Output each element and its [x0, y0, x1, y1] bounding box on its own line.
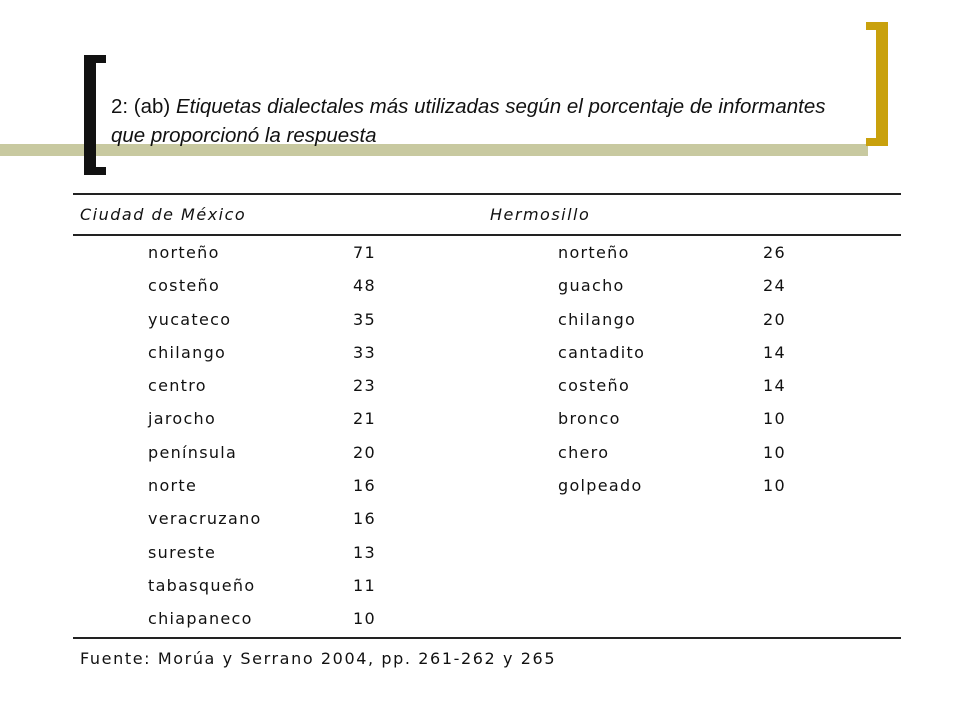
- hermosillo-value-cell-3: 14: [763, 342, 786, 362]
- hermosillo-value-cell-1: 24: [763, 276, 786, 296]
- left-bracket-decoration: [84, 55, 106, 175]
- mexico-value-cell-4: 23: [353, 376, 376, 396]
- hermosillo-values-column: 26 24 20 14 14 10 10 10: [763, 239, 786, 505]
- hermosillo-labels-column: norteño guacho chilango cantadito costeño bro…: [558, 239, 645, 505]
- hermosillo-label-cell-3: cantadito: [558, 342, 646, 362]
- hermosillo-value-cell-7: 10: [763, 476, 786, 496]
- mexico-value-cell-9: 13: [353, 542, 376, 562]
- hermosillo-label-cell-4: costeño: [558, 376, 631, 396]
- hermosillo-value-cell-6: 10: [763, 442, 786, 462]
- hermosillo-label-cell-5: bronco: [558, 409, 621, 429]
- mexico-value-cell-6: 20: [353, 442, 376, 462]
- mexico-labels-column: norteño costeño yucateco chilango centro jaro…: [148, 239, 262, 639]
- mexico-value-cell-2: 35: [353, 309, 376, 329]
- hermosillo-label-cell-6: chero: [558, 442, 610, 462]
- mexico-label-cell-0: norteño: [148, 243, 220, 262]
- hermosillo-value-cell-4: 14: [763, 376, 786, 396]
- hermosillo-value-cell-5: 10: [763, 409, 786, 429]
- slide-title: 2: (ab) Etiquetas dialectales más utiliz…: [111, 92, 851, 150]
- decorative-accent-bar: [0, 144, 868, 156]
- header-hermosillo: Hermosillo: [490, 205, 591, 224]
- mexico-label-cell-6: península: [148, 442, 238, 462]
- title-italic-text: Etiquetas dialectales más utilizadas seg…: [111, 95, 826, 147]
- source-citation: Fuente: Morúa y Serrano 2004, pp. 261-26…: [80, 649, 557, 668]
- mexico-value-cell-5: 21: [353, 409, 376, 429]
- hermosillo-label-cell-7: golpeado: [558, 476, 643, 496]
- table-header-rule: [73, 234, 901, 236]
- header-ciudad-de-mexico: Ciudad de México: [80, 205, 247, 224]
- table-bottom-rule: [73, 637, 901, 639]
- mexico-value-cell-1: 48: [353, 276, 376, 296]
- mexico-label-cell-8: veracruzano: [148, 509, 262, 529]
- mexico-label-cell-2: yucateco: [148, 309, 232, 329]
- mexico-value-cell-3: 33: [353, 342, 376, 362]
- hermosillo-value-cell-2: 20: [763, 309, 786, 329]
- mexico-label-cell-1: costeño: [148, 276, 221, 296]
- hermosillo-label-cell-2: chilango: [558, 309, 637, 329]
- table-top-rule: [73, 193, 901, 195]
- mexico-value-cell-8: 16: [353, 509, 376, 529]
- mexico-label-cell-10: tabasqueño: [148, 575, 256, 595]
- mexico-values-column: 71 48 35 33 23 21 20 16 16 13 11 10: [353, 239, 376, 639]
- mexico-value-cell-7: 16: [353, 476, 376, 496]
- hermosillo-label-cell-1: guacho: [558, 276, 625, 296]
- mexico-label-cell-7: norte: [148, 476, 198, 496]
- mexico-value-cell-0: 71: [353, 243, 376, 262]
- mexico-label-cell-3: chilango: [148, 342, 227, 362]
- mexico-value-cell-10: 11: [353, 575, 376, 595]
- mexico-label-cell-4: centro: [148, 376, 207, 396]
- mexico-label-cell-9: sureste: [148, 542, 217, 562]
- right-bracket-decoration: [866, 22, 888, 146]
- mexico-label-cell-11: chiapaneco: [148, 609, 253, 629]
- hermosillo-value-cell-0: 26: [763, 243, 786, 262]
- mexico-value-cell-11: 10: [353, 609, 376, 629]
- title-prefix: 2: (ab): [111, 95, 176, 118]
- mexico-label-cell-5: jarocho: [148, 409, 217, 429]
- hermosillo-label-cell-0: norteño: [558, 243, 630, 262]
